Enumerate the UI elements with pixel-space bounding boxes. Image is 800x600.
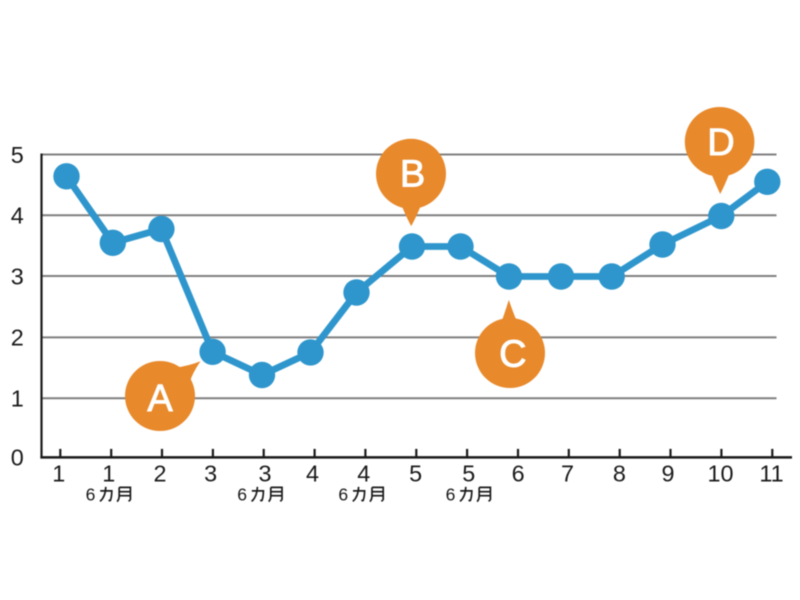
svg-text:0: 0 [11,445,24,471]
svg-text:8: 8 [613,461,626,487]
svg-text:10: 10 [707,461,733,487]
svg-text:5: 5 [409,461,422,487]
svg-text:7: 7 [561,461,574,487]
svg-text:C: C [499,333,526,375]
svg-text:5: 5 [11,142,24,168]
svg-text:4: 4 [11,203,24,229]
svg-text:4: 4 [306,461,319,487]
svg-text:A: A [147,378,173,420]
svg-text:3: 3 [204,461,217,487]
svg-text:6: 6 [512,461,525,487]
svg-text:3: 3 [258,461,271,487]
svg-text:B: B [400,153,425,195]
svg-text:1: 1 [11,386,24,412]
svg-text:11: 11 [759,461,783,487]
svg-text:9: 9 [661,461,674,487]
svg-text:2: 2 [11,325,24,351]
svg-text:D: D [707,122,734,164]
svg-text:5: 5 [462,461,475,487]
svg-text:1: 1 [102,461,115,487]
svg-text:1: 1 [52,461,65,487]
svg-text:4: 4 [357,461,370,487]
svg-text:2: 2 [153,461,166,487]
svg-text:3: 3 [11,263,24,289]
